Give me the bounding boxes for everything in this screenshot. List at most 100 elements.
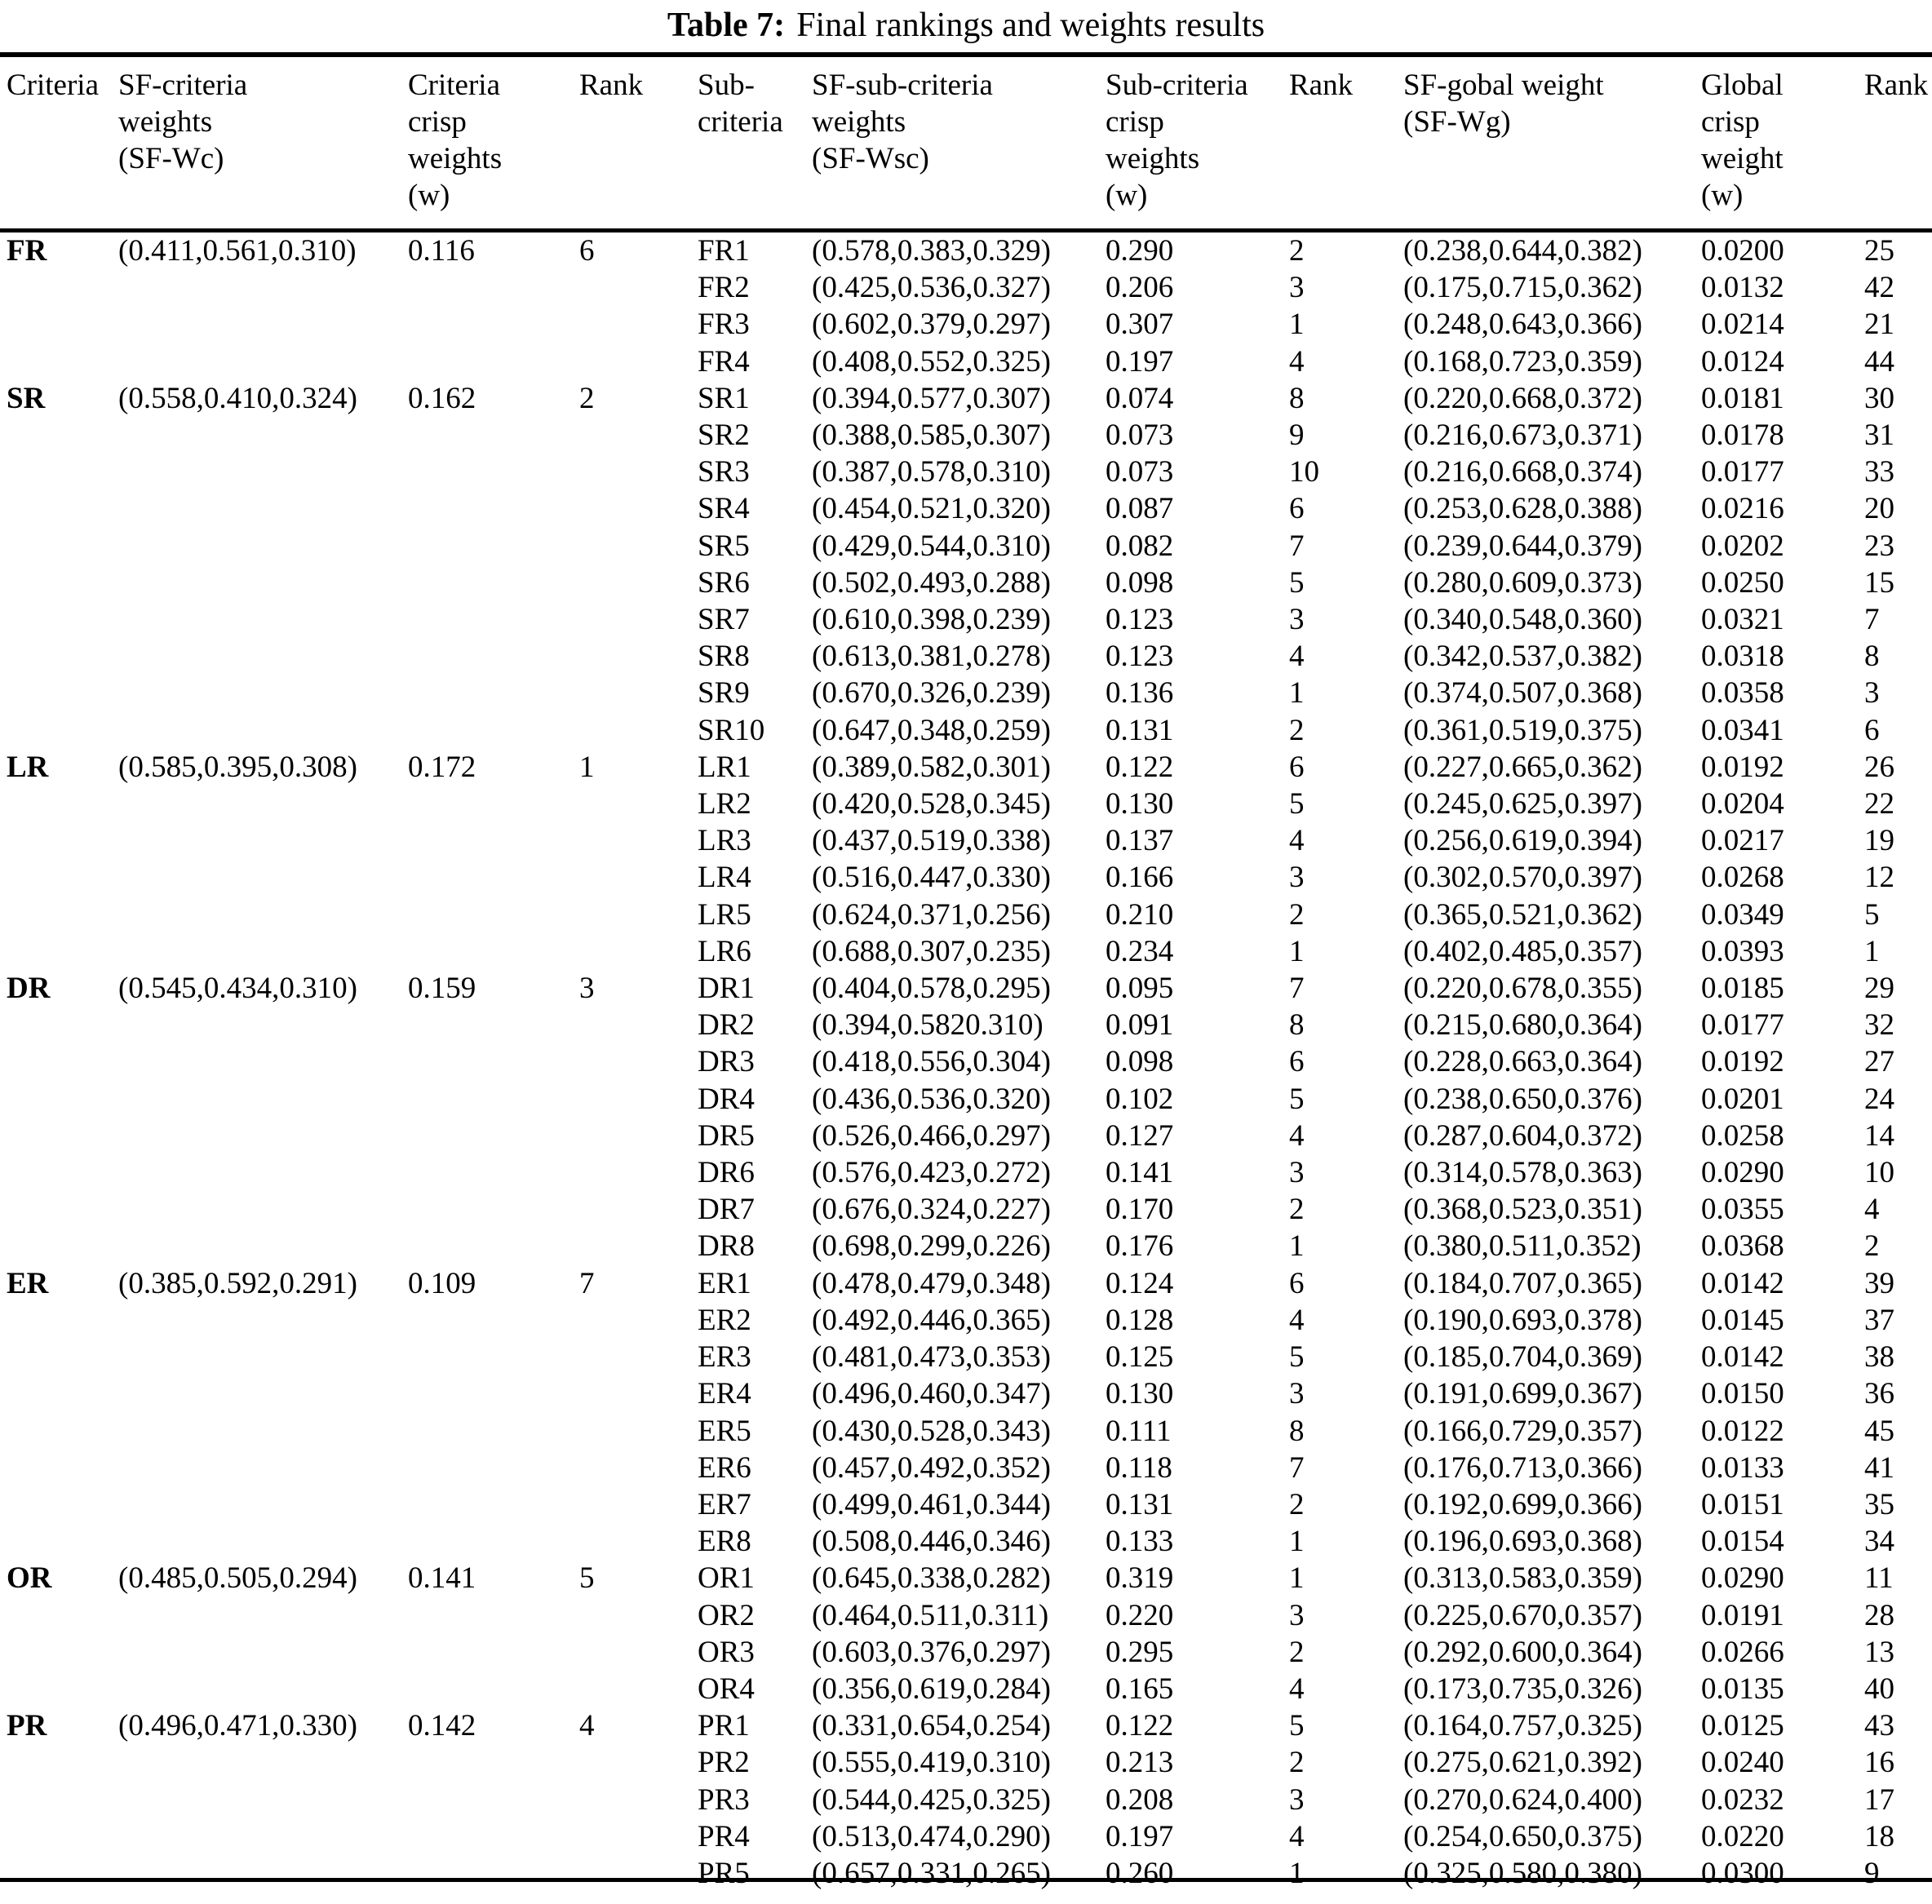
cell-sub-criteria-rank: 6 <box>1289 1266 1305 1300</box>
cell-sub-criteria-id: OR2 <box>698 1598 755 1632</box>
cell-sub-criteria-rank: 5 <box>1289 565 1305 600</box>
cell-sf-criteria-weights <box>118 1154 408 1191</box>
cell-criteria <box>0 1302 118 1339</box>
cell-global-rank: 31 <box>1864 418 1894 453</box>
cell-global-rank: 2 <box>1864 1229 1880 1264</box>
cell-global-rank: 25 <box>1864 234 1894 268</box>
header-row: Criteria SF-criteria weights (SF-Wc) Cri… <box>0 52 1932 232</box>
cell-sub-criteria-rank: 2 <box>1289 1487 1305 1521</box>
cell-sf-criteria-weights <box>118 1228 408 1264</box>
cell-criteria-rank <box>579 490 698 527</box>
cell-criteria-rank <box>579 306 698 343</box>
cell-criteria: LR <box>7 750 49 784</box>
cell-criteria-rank <box>579 1081 698 1118</box>
cell-sub-criteria-id: LR4 <box>698 861 751 895</box>
cell-sf-sub-criteria-weights: (0.387,0.578,0.310) <box>812 455 1051 489</box>
cell-criteria-rank <box>579 454 698 490</box>
cell-global-crisp-weight: 0.0368 <box>1701 1229 1784 1264</box>
cell-criteria <box>0 675 118 711</box>
table-row: ER6 (0.457,0.492,0.352) 0.118 7 (0.176,0… <box>0 1450 1932 1486</box>
cell-sf-criteria-weights <box>118 933 408 970</box>
results-table: Criteria SF-criteria weights (SF-Wc) Cri… <box>0 52 1932 1892</box>
cell-sub-criteria-rank: 3 <box>1289 861 1305 895</box>
cell-criteria-crisp-weight <box>408 343 579 380</box>
cell-sf-sub-criteria-weights: (0.454,0.521,0.320) <box>812 492 1051 526</box>
cell-criteria-rank <box>579 1007 698 1043</box>
cell-global-crisp-weight: 0.0318 <box>1701 640 1784 674</box>
table-row: SR4 (0.454,0.521,0.320) 0.087 6 (0.253,0… <box>0 490 1932 527</box>
cell-sf-criteria-weights <box>118 712 408 749</box>
cell-sub-criteria-id: FR1 <box>698 234 750 268</box>
cell-sf-global-weight: (0.175,0.715,0.362) <box>1403 271 1642 305</box>
cell-sub-criteria-id: SR9 <box>698 676 750 711</box>
cell-global-crisp-weight: 0.0204 <box>1701 787 1784 821</box>
cell-sf-criteria-weights: (0.496,0.471,0.330) <box>118 1709 357 1743</box>
cell-sf-global-weight: (0.340,0.548,0.360) <box>1403 603 1642 637</box>
cell-sub-criteria-crisp-weight: 0.073 <box>1106 418 1174 453</box>
cell-criteria-rank <box>579 786 698 822</box>
cell-criteria <box>0 1228 118 1264</box>
cell-sf-sub-criteria-weights: (0.418,0.556,0.304) <box>812 1045 1051 1079</box>
cell-sub-criteria-id: ER2 <box>698 1303 751 1337</box>
cell-sub-criteria-crisp-weight: 0.073 <box>1106 455 1174 489</box>
cell-criteria-rank <box>579 269 698 306</box>
cell-global-crisp-weight: 0.0192 <box>1701 750 1784 784</box>
cell-sf-sub-criteria-weights: (0.555,0.419,0.310) <box>812 1746 1051 1780</box>
cell-sub-criteria-id: PR5 <box>698 1856 750 1890</box>
cell-sf-criteria-weights <box>118 306 408 343</box>
cell-sf-criteria-weights: (0.558,0.410,0.324) <box>118 381 357 415</box>
cell-sub-criteria-id: SR3 <box>698 455 750 489</box>
cell-global-rank: 7 <box>1864 603 1880 637</box>
cell-sub-criteria-crisp-weight: 0.319 <box>1106 1561 1174 1596</box>
cell-sub-criteria-id: ER6 <box>698 1450 751 1485</box>
table-row: LR2 (0.420,0.528,0.345) 0.130 5 (0.245,0… <box>0 786 1932 822</box>
cell-sf-global-weight: (0.325,0.580,0.380) <box>1403 1856 1642 1890</box>
cell-sf-criteria-weights <box>118 1818 408 1855</box>
cell-sub-criteria-crisp-weight: 0.295 <box>1106 1635 1174 1669</box>
cell-sf-criteria-weights <box>118 1007 408 1043</box>
cell-sf-global-weight: (0.287,0.604,0.372) <box>1403 1118 1642 1153</box>
cell-sub-criteria-crisp-weight: 0.290 <box>1106 234 1174 268</box>
cell-sf-criteria-weights <box>118 1782 408 1818</box>
cell-sf-global-weight: (0.402,0.485,0.357) <box>1403 934 1642 968</box>
cell-criteria-crisp-weight <box>408 1597 579 1634</box>
cell-sf-global-weight: (0.365,0.521,0.362) <box>1403 897 1642 932</box>
cell-criteria <box>0 1339 118 1375</box>
col-header-sub-criteria: Sub- criteria <box>698 52 812 232</box>
cell-criteria-rank <box>579 933 698 970</box>
cell-sf-sub-criteria-weights: (0.478,0.479,0.348) <box>812 1266 1051 1300</box>
cell-sub-criteria-id: SR10 <box>698 713 765 747</box>
cell-sub-criteria-id: SR7 <box>698 603 750 637</box>
cell-criteria <box>0 859 118 896</box>
cell-sub-criteria-rank: 8 <box>1289 1008 1305 1043</box>
table-row: LR5 (0.624,0.371,0.256) 0.210 2 (0.365,0… <box>0 897 1932 933</box>
cell-sub-criteria-rank: 6 <box>1289 750 1305 784</box>
cell-sf-sub-criteria-weights: (0.389,0.582,0.301) <box>812 750 1051 784</box>
cell-sf-global-weight: (0.173,0.735,0.326) <box>1403 1672 1642 1706</box>
cell-sf-global-weight: (0.166,0.729,0.357) <box>1403 1414 1642 1448</box>
cell-sf-criteria-weights: (0.385,0.592,0.291) <box>118 1266 357 1300</box>
cell-criteria <box>0 490 118 527</box>
cell-global-rank: 16 <box>1864 1746 1894 1780</box>
table-row: SR2 (0.388,0.585,0.307) 0.073 9 (0.216,0… <box>0 417 1932 454</box>
cell-global-crisp-weight: 0.0142 <box>1701 1340 1784 1375</box>
cell-sub-criteria-crisp-weight: 0.098 <box>1106 1045 1174 1079</box>
cell-sub-criteria-crisp-weight: 0.213 <box>1106 1746 1174 1780</box>
cell-sf-global-weight: (0.380,0.511,0.352) <box>1403 1229 1642 1264</box>
cell-criteria <box>0 454 118 490</box>
cell-sub-criteria-id: SR1 <box>698 381 750 415</box>
cell-sub-criteria-crisp-weight: 0.210 <box>1106 897 1174 932</box>
cell-criteria <box>0 1782 118 1818</box>
cell-sf-criteria-weights <box>118 1523 408 1560</box>
table-row: SR5 (0.429,0.544,0.310) 0.082 7 (0.239,0… <box>0 528 1932 565</box>
cell-global-rank: 4 <box>1864 1193 1880 1227</box>
cell-sf-sub-criteria-weights: (0.670,0.326,0.239) <box>812 676 1051 711</box>
cell-sf-criteria-weights <box>118 1339 408 1375</box>
cell-global-crisp-weight: 0.0191 <box>1701 1598 1784 1632</box>
cell-sf-sub-criteria-weights: (0.499,0.461,0.344) <box>812 1487 1051 1521</box>
cell-sf-global-weight: (0.176,0.713,0.366) <box>1403 1450 1642 1485</box>
cell-global-rank: 26 <box>1864 750 1894 784</box>
cell-sf-criteria-weights <box>118 1413 408 1450</box>
cell-criteria-rank <box>579 1302 698 1339</box>
cell-criteria <box>0 1043 118 1080</box>
